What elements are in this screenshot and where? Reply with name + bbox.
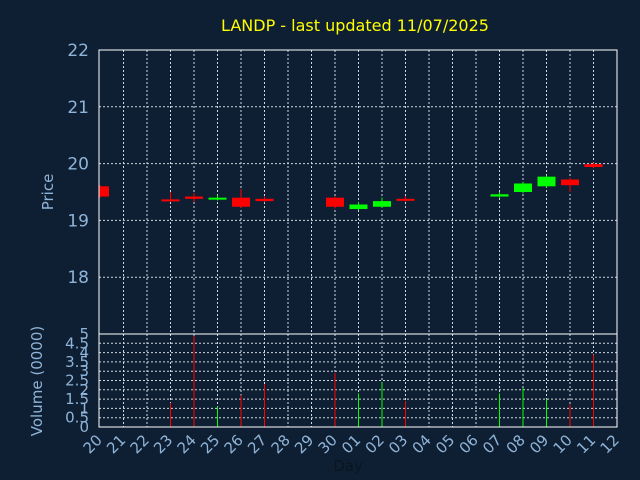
- candle-body: [161, 199, 180, 202]
- price-y-tick: 18: [67, 268, 89, 288]
- volume-y-tick: 1.5: [65, 390, 89, 408]
- x-tick: 07: [479, 431, 505, 457]
- volume-y-tick: 5: [79, 325, 89, 343]
- candlesticks: [99, 162, 603, 211]
- volume-y-tick: 3: [79, 362, 89, 380]
- candle-body: [584, 164, 603, 168]
- candle: [514, 181, 532, 194]
- candle: [232, 189, 250, 208]
- x-tick: 11: [573, 431, 599, 457]
- candle: [396, 195, 415, 202]
- x-tick: 12: [597, 431, 623, 457]
- x-tick: 27: [244, 431, 270, 457]
- volume-y-tick: 4: [79, 344, 89, 362]
- x-tick: 25: [197, 431, 223, 457]
- price-y-tick: 22: [67, 41, 89, 61]
- x-tick: 30: [315, 431, 341, 457]
- x-tick: 01: [338, 431, 364, 457]
- candle-body: [537, 176, 556, 187]
- price-y-tick: 20: [67, 155, 89, 175]
- volume-bars: [170, 335, 594, 427]
- candle: [561, 177, 579, 192]
- x-tick: 06: [456, 431, 482, 457]
- candle: [161, 192, 180, 202]
- x-tick: 26: [221, 431, 247, 457]
- candle: [208, 195, 227, 201]
- candle-body: [396, 198, 415, 201]
- volume-axis-label: Volume (0000): [28, 326, 46, 436]
- candle-body: [100, 186, 109, 197]
- candle-body: [185, 196, 203, 199]
- x-tick: 29: [291, 431, 317, 457]
- candle: [349, 202, 368, 211]
- x-tick: 10: [550, 431, 576, 457]
- x-tick: 02: [362, 431, 388, 457]
- x-tick: 23: [150, 431, 176, 457]
- candle: [255, 196, 274, 203]
- x-tick: 22: [127, 431, 153, 457]
- candle-body: [490, 194, 509, 197]
- x-tick: 21: [103, 431, 129, 457]
- volume-y-tick: 2.5: [65, 372, 89, 390]
- x-tick: 08: [503, 431, 529, 457]
- volume-plot-frame: [98, 333, 618, 428]
- candle: [537, 175, 556, 188]
- candle-body: [326, 197, 344, 207]
- volume-y-tick-labels: 00.511.522.533.544.55: [65, 325, 89, 436]
- candle-body: [514, 183, 532, 192]
- candle: [490, 192, 509, 198]
- chart-title: LANDP - last updated 11/07/2025: [221, 16, 489, 35]
- x-tick: 05: [432, 431, 458, 457]
- volume-y-tick: 4.5: [65, 334, 89, 352]
- candle-body: [561, 179, 579, 186]
- x-tick-labels: 2021222324252627282930010203040506070809…: [80, 431, 623, 457]
- price-axis-label: Price: [39, 174, 57, 211]
- candle-body: [373, 201, 391, 207]
- volume-y-tick: 3.5: [65, 353, 89, 371]
- price-y-tick: 21: [67, 98, 89, 118]
- price-y-tick: 19: [67, 211, 89, 231]
- x-axis-label: Day: [333, 457, 363, 475]
- x-tick: 04: [409, 431, 435, 457]
- price-y-tick-labels: 18 19 20 21 22: [67, 41, 89, 288]
- volume-y-tick: 0: [79, 418, 89, 436]
- candle: [373, 197, 391, 208]
- x-tick: 09: [526, 431, 552, 457]
- volume-y-tick: 0.5: [65, 409, 89, 427]
- candle-body: [232, 197, 250, 207]
- price-gridlines: [99, 49, 617, 334]
- volume-y-tick: 1: [79, 399, 89, 417]
- candle-body: [349, 204, 368, 210]
- candle-body: [255, 198, 274, 202]
- candle: [584, 162, 603, 169]
- x-tick: 03: [385, 431, 411, 457]
- x-tick: 24: [174, 431, 200, 457]
- volume-y-tick: 2: [79, 381, 89, 399]
- candle: [99, 185, 109, 198]
- candle: [326, 196, 344, 209]
- x-tick: 28: [268, 431, 294, 457]
- candle-body: [208, 197, 227, 200]
- candle: [185, 193, 203, 202]
